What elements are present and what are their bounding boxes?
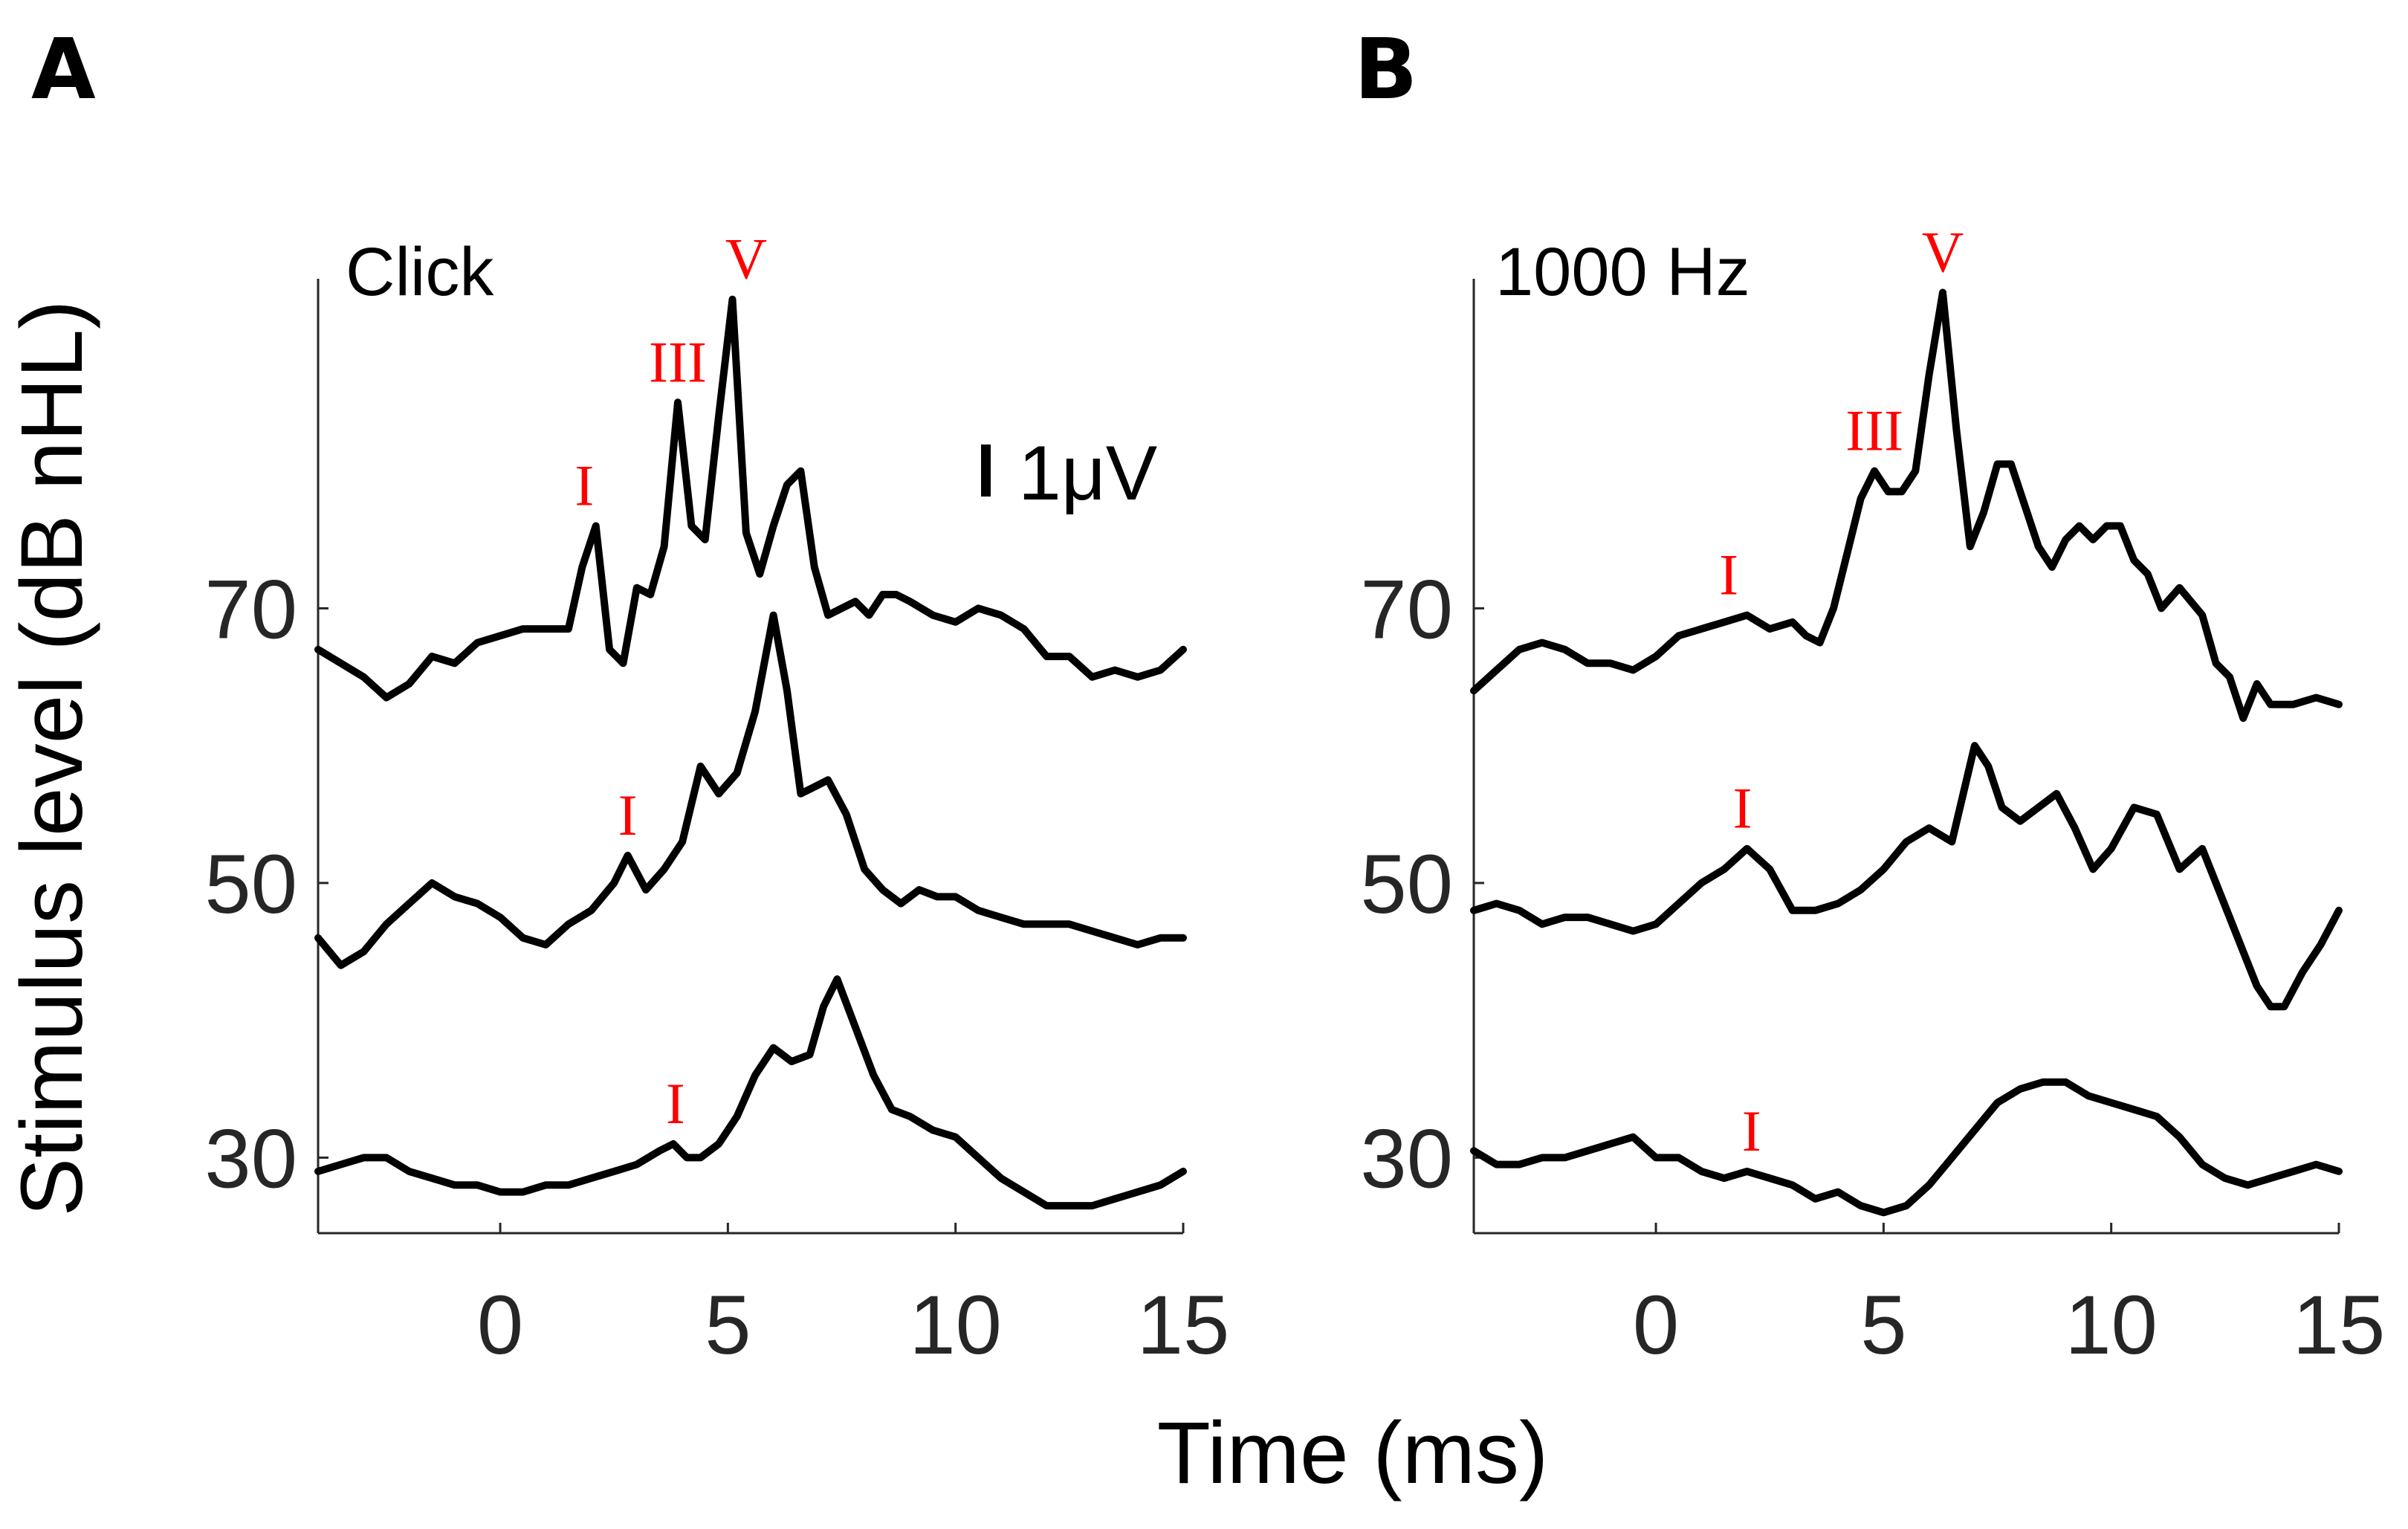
panel-a-trace-30db [314, 975, 1187, 1210]
panel-b-trace-50db [1470, 742, 2343, 1011]
panel-a-x-tick-label: 10 [909, 1279, 1002, 1371]
panel-b-x-tick-label: 10 [2065, 1279, 2158, 1371]
scale-bar-mark [981, 445, 991, 497]
panel-b-peak-v-70db: V [1922, 219, 1964, 284]
panel-a-x-tick-label: 15 [1137, 1279, 1230, 1371]
panel-b-y-tick-label: 30 [1360, 1112, 1453, 1205]
x-axis-title: Time (ms) [1157, 1404, 1549, 1502]
panel-b-ticks: 0 5 10 15 70 50 30 [1360, 563, 2385, 1371]
panel-b-y-tick-label: 70 [1360, 563, 1453, 656]
panel-a-y-tick-label: 70 [204, 563, 297, 656]
panel-b-x-tick-label: 15 [2293, 1279, 2386, 1371]
panel-letter-b: B [1354, 22, 1417, 118]
panel-a-trace-50db [314, 611, 1187, 969]
panel-a-ticks: 0 5 10 15 70 50 30 [204, 563, 1229, 1371]
y-axis-title: Stimulus level (dB nHL) [3, 300, 101, 1217]
panel-a-trace-70db [314, 295, 1187, 702]
panel-letter-a: A [31, 22, 96, 118]
scale-bar: 1μV [981, 430, 1157, 517]
panel-b-peak-i-50db: I [1732, 776, 1752, 841]
panel-a-traces [314, 295, 1187, 1210]
panel-a-peak-v-70db: V [725, 227, 767, 291]
panel-b-trace-30db [1470, 1078, 2343, 1217]
scale-bar-label: 1μV [1018, 430, 1157, 517]
panel-a-y-tick-label: 30 [204, 1112, 297, 1205]
panel-b-x-tick-label: 0 [1633, 1279, 1679, 1371]
panel-b-peak-iii-70db: III [1845, 398, 1903, 463]
panel-b-peak-i-70db: I [1719, 543, 1738, 607]
panel-b-peak-i-30db: I [1742, 1099, 1761, 1163]
panel-a-stimulus-label: Click [346, 234, 494, 310]
panel-a-y-tick-label: 50 [204, 838, 297, 931]
panel-a-peak-iii-70db: III [649, 329, 707, 394]
panel-b-y-tick-label: 50 [1360, 838, 1453, 931]
panel-a-peak-i-30db: I [666, 1071, 685, 1136]
panel-a-peak-i-50db: I [618, 783, 638, 847]
panel-b-stimulus-label: 1000 Hz [1495, 234, 1750, 310]
panel-b-trace-70db [1470, 288, 2343, 723]
panel-a-x-tick-label: 5 [705, 1279, 751, 1371]
panel-a-x-tick-label: 0 [477, 1279, 523, 1371]
panel-b-x-tick-label: 5 [1860, 1279, 1906, 1371]
panel-a-peak-i-70db: I [575, 453, 594, 518]
panel-b-traces [1470, 288, 2343, 1217]
